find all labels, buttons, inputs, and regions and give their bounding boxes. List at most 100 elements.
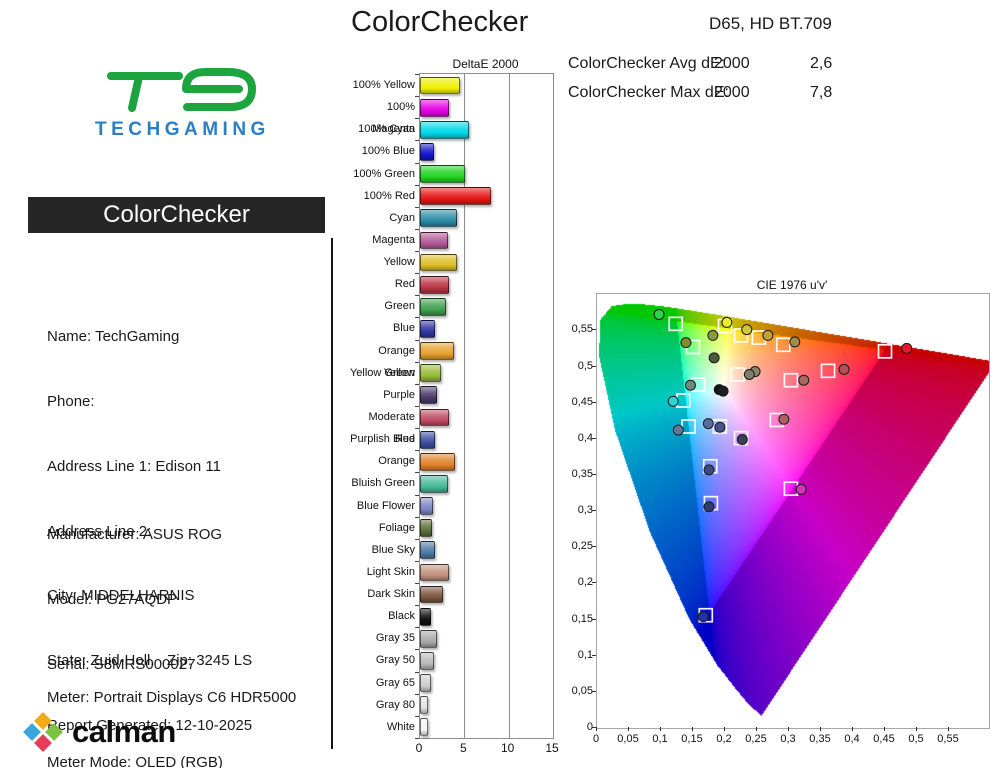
axis-tick xyxy=(415,738,419,739)
axis-tick xyxy=(415,251,419,253)
cie-yaxis-label: 0,35 xyxy=(571,467,593,480)
bar-category-label: 100% Magenta xyxy=(372,101,415,136)
axis-tick xyxy=(415,516,419,518)
bar xyxy=(420,519,432,538)
bar xyxy=(420,275,450,294)
gridline-5 xyxy=(464,74,466,738)
target-square xyxy=(775,337,791,353)
bar xyxy=(420,629,438,648)
axis-tick xyxy=(592,473,596,475)
target-square xyxy=(820,363,836,379)
axis-tick xyxy=(592,690,596,692)
bar-row: Purple xyxy=(348,384,560,406)
max-de-label: ColorChecker Max dE: xyxy=(568,84,729,101)
axis-tick xyxy=(592,618,596,620)
axis-tick xyxy=(592,437,596,439)
measured-point xyxy=(684,379,696,391)
axis-tick xyxy=(592,582,596,584)
bar-category-label: Purple xyxy=(383,388,415,401)
bar xyxy=(420,342,454,360)
measured-point xyxy=(901,342,913,354)
bar-xaxis-label: 0 xyxy=(415,741,423,755)
device-serial: Serial: S8MRS000027 xyxy=(47,655,196,673)
target-square xyxy=(783,372,799,388)
bar xyxy=(420,607,431,626)
bar xyxy=(420,209,457,228)
meter-info-block: Meter: Portrait Displays C6 HDR5000 Mete… xyxy=(47,644,296,768)
bar-category-label: Gray 35 xyxy=(375,632,415,645)
bar xyxy=(420,674,431,692)
target-square xyxy=(877,343,893,359)
bar xyxy=(420,165,466,183)
bar-row: Magenta xyxy=(348,229,560,251)
cie-yaxis-label: 0,05 xyxy=(571,684,593,697)
cie-yaxis-label: 0,45 xyxy=(571,395,593,408)
measured-point xyxy=(708,352,720,364)
bar xyxy=(420,120,469,139)
bar-rows-container: 100% Yellow 100% Magenta 100% Cyan 100% Blu… xyxy=(348,74,560,739)
customer-city: City: MIDDELHARNIS xyxy=(47,587,195,605)
bar-category-label: Purplish Blue xyxy=(350,433,415,446)
measured-point xyxy=(762,329,774,341)
axis-tick xyxy=(756,727,757,731)
bar xyxy=(420,187,492,206)
bar-row: 100% Yellow xyxy=(348,74,560,96)
section-banner: ColorChecker xyxy=(28,197,325,233)
cie-gamut-canvas xyxy=(597,294,989,728)
target-square xyxy=(681,419,696,434)
axis-tick xyxy=(592,365,596,367)
bar-category-label: Cyan xyxy=(389,211,415,224)
cie-xaxis-label: 0 xyxy=(592,733,600,745)
target-square xyxy=(733,328,749,343)
bar-row: Bluish Green xyxy=(348,472,560,494)
bar-category-label: Foliage xyxy=(378,521,415,534)
axis-tick xyxy=(415,605,419,607)
measured-point xyxy=(714,421,726,433)
bar-row: 100% Cyan xyxy=(348,118,560,140)
measured-point xyxy=(680,337,692,349)
axis-tick xyxy=(820,727,821,731)
axis-tick xyxy=(724,727,725,731)
cie-yaxis-label: 0,55 xyxy=(571,323,593,336)
avg-de-metric: 2000 xyxy=(714,55,750,72)
bar xyxy=(420,386,438,405)
axis-tick xyxy=(415,162,419,164)
axis-tick xyxy=(415,118,419,120)
bar-row: Orange Yellow xyxy=(348,340,560,379)
measured-point xyxy=(653,308,665,320)
calman-logo: calman xyxy=(22,711,176,753)
measured-point xyxy=(697,611,709,623)
cie-xaxis-label: 0,3 xyxy=(780,733,796,745)
bar-xaxis-label: 5 xyxy=(459,741,467,755)
measured-point xyxy=(795,483,807,495)
bar-category-label: 100% Green xyxy=(353,167,415,180)
bar-category-label: 100% Yellow xyxy=(352,79,415,91)
cie-plot-area xyxy=(596,293,990,729)
cie-xaxis-label: 0,1 xyxy=(652,733,668,745)
bar-category-label: Orange Yellow xyxy=(378,344,415,379)
bar-category-label: Orange xyxy=(378,455,415,468)
bar-row: Blue xyxy=(348,317,560,339)
axis-tick xyxy=(415,693,419,695)
cie-xaxis-label: 0,55 xyxy=(937,733,959,745)
bar-chart-title: DeltaE 2000 xyxy=(452,57,519,71)
bar-category-label: Gray 80 xyxy=(375,698,415,711)
measured-point xyxy=(798,374,810,386)
gridline-10 xyxy=(508,74,510,738)
bar xyxy=(420,541,436,560)
axis-tick xyxy=(592,401,596,403)
axis-tick xyxy=(884,727,885,731)
axis-tick xyxy=(415,472,419,474)
max-de-metric: 2000 xyxy=(714,84,750,101)
bar xyxy=(420,563,449,582)
axis-tick xyxy=(415,406,419,407)
cie-1976-chart: CIE 1976 u'v' 0 0,05 0,1 0,15 0,2 0,25 0,3 0,35… xyxy=(570,278,994,764)
bar-category-label: Red xyxy=(394,278,415,291)
bar-category-label: Blue xyxy=(392,322,415,335)
axis-tick xyxy=(415,140,419,142)
axis-tick xyxy=(592,510,596,512)
cie-xaxis-label: 0,4 xyxy=(844,733,860,745)
axis-tick xyxy=(692,727,693,731)
bar-row: Red xyxy=(348,273,560,295)
axis-tick xyxy=(415,538,419,540)
